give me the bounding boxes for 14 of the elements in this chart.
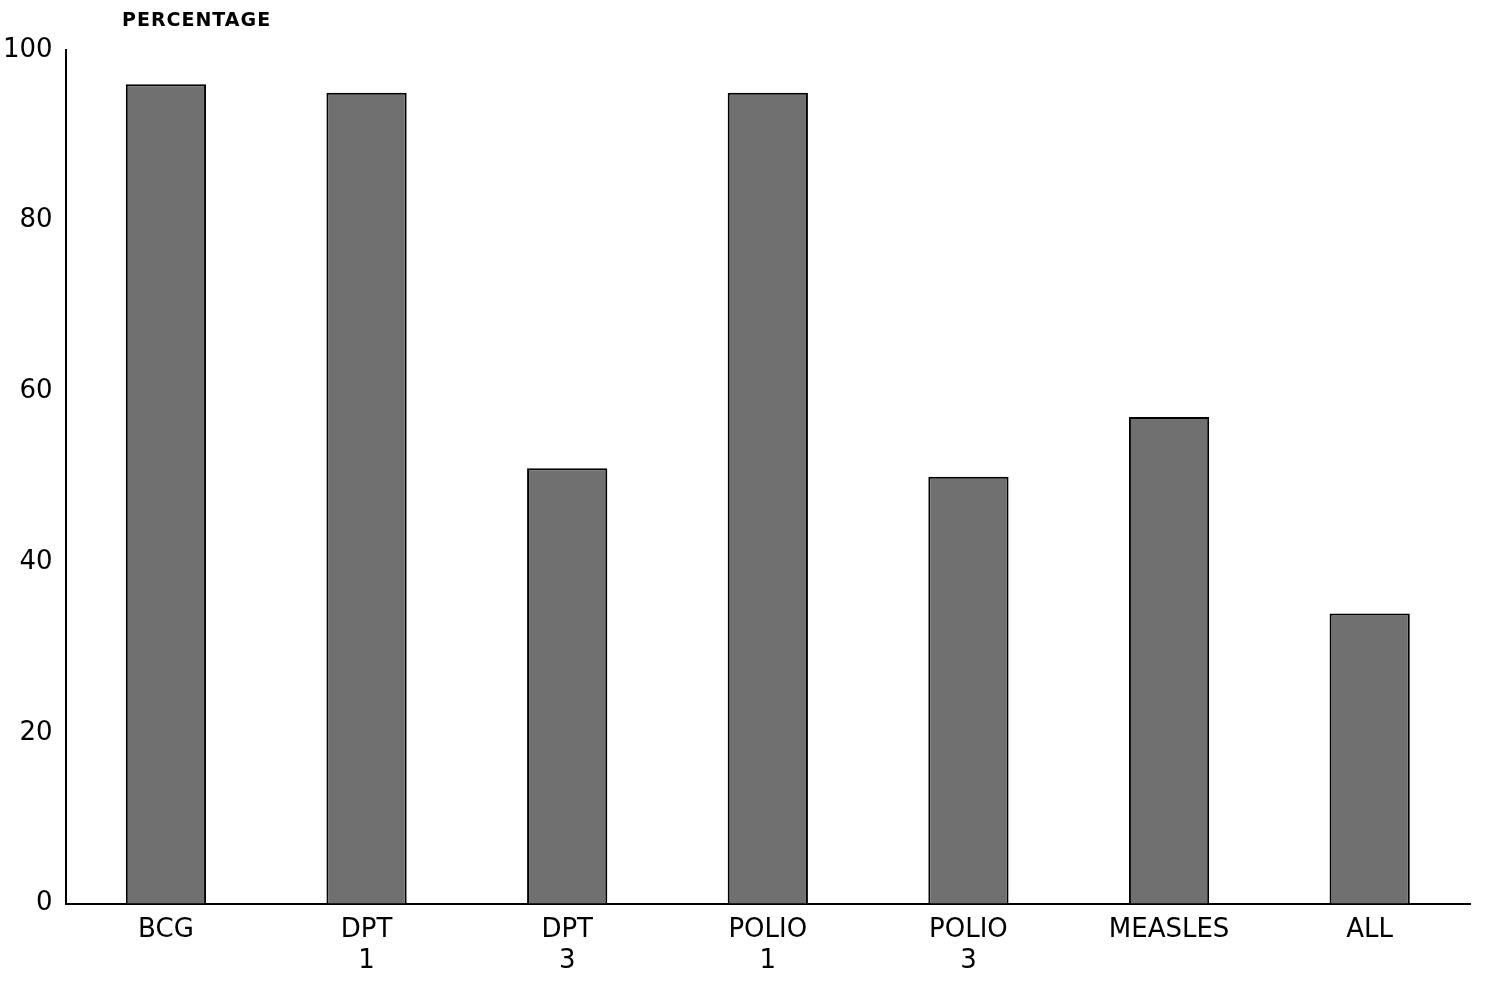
x-tick-label: ALL [1346,912,1394,943]
y-tick-label: 100 [2,32,53,63]
y-tick-label: 0 [36,886,53,917]
x-tick-label: POLIO 1 [728,912,808,975]
x-tick-label: POLIO 3 [929,912,1008,975]
x-tick-label: DPT 3 [541,912,594,975]
y-tick-label: 80 [19,203,53,234]
x-tick-label: DPT 1 [340,912,393,975]
y-tick-label: 60 [19,374,53,405]
y-tick-label: 20 [19,715,53,746]
y-axis-title: PERCENTAGE [122,8,272,30]
x-tick-label: BCG [138,912,194,943]
x-tick-label: MEASLES [1108,912,1230,943]
y-tick-label: 40 [19,544,53,575]
